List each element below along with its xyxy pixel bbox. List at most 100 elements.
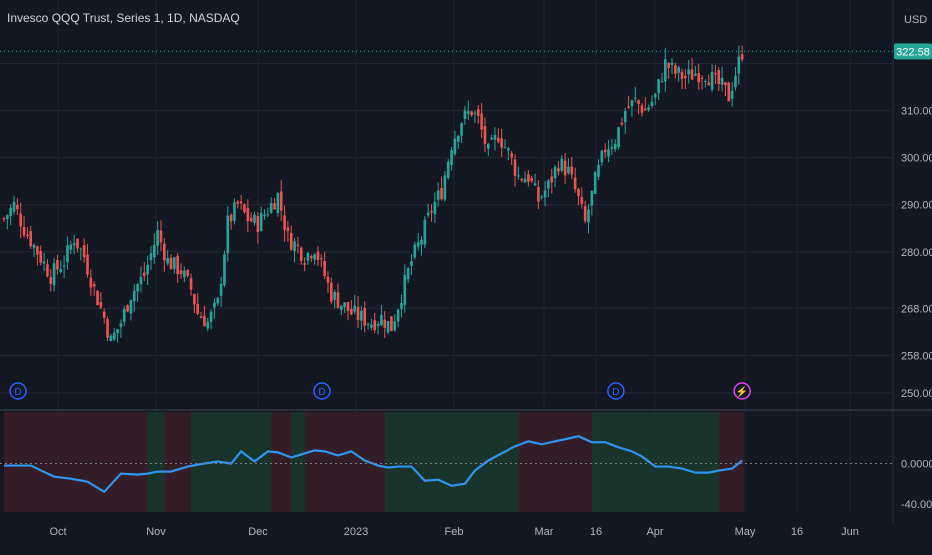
candle	[593, 170, 597, 195]
candle	[249, 212, 253, 223]
candle-body	[89, 277, 93, 288]
candle-body	[343, 302, 346, 308]
candle	[376, 321, 380, 335]
candle-body	[400, 303, 403, 310]
candle-body	[453, 138, 457, 154]
candle	[493, 127, 497, 151]
candle	[443, 171, 447, 202]
candle	[163, 238, 166, 272]
candle-body	[450, 150, 453, 165]
candle-body	[403, 274, 407, 305]
candle-body	[493, 135, 497, 140]
candle-body	[470, 111, 473, 116]
candle-body	[276, 193, 280, 214]
candle	[403, 264, 407, 313]
candle-body	[283, 215, 286, 230]
candle-body	[490, 137, 493, 140]
candle	[483, 117, 487, 153]
candle	[6, 214, 9, 230]
time-tick-label: 2023	[344, 526, 368, 538]
candle-body	[577, 189, 580, 197]
candle	[707, 74, 711, 86]
candle-body	[203, 315, 206, 327]
candle	[313, 253, 316, 265]
candle-body	[460, 123, 463, 136]
candle	[540, 194, 544, 200]
candle	[463, 105, 467, 125]
candle-body	[56, 260, 59, 270]
candle-body	[587, 209, 590, 223]
candle-body	[530, 178, 534, 182]
oscillator-tick-label: -40.00	[901, 499, 932, 511]
candle	[647, 104, 650, 112]
candle	[239, 195, 243, 210]
time-tick-label: Nov	[146, 526, 166, 538]
candle-body	[279, 191, 283, 211]
candle	[82, 238, 86, 263]
candle	[199, 311, 203, 319]
candle-body	[517, 175, 520, 177]
candle	[660, 73, 664, 83]
candle-body	[316, 251, 320, 261]
candle-body	[380, 315, 383, 326]
dividend-icon	[9, 382, 27, 400]
candle-body	[243, 204, 246, 213]
candle-body	[129, 300, 133, 314]
candle	[286, 220, 290, 242]
candle	[330, 277, 333, 305]
candle-body	[153, 244, 156, 258]
candle	[410, 254, 413, 275]
candle-body	[637, 100, 640, 104]
candle	[193, 293, 196, 314]
candle-body	[406, 268, 410, 280]
candles	[2, 45, 744, 343]
candle	[66, 236, 69, 270]
candle	[153, 233, 156, 264]
candle-body	[690, 69, 694, 80]
candle	[510, 150, 513, 165]
candle-body	[263, 214, 266, 217]
candle-body	[704, 81, 707, 83]
candle	[406, 266, 410, 284]
candle-body	[590, 190, 594, 206]
candle	[296, 236, 300, 254]
candle	[350, 300, 353, 316]
dividend-marker: D	[9, 382, 27, 400]
candle	[12, 195, 16, 215]
candle-body	[383, 319, 387, 328]
candle	[303, 257, 306, 272]
candle	[390, 316, 393, 332]
candle	[654, 92, 657, 105]
candle-body	[196, 303, 200, 314]
zone-bear	[518, 412, 594, 512]
candle-body	[520, 179, 523, 181]
candle	[79, 247, 83, 261]
candle	[263, 209, 266, 220]
candle	[323, 251, 326, 280]
candle	[664, 47, 667, 92]
candle-body	[340, 305, 343, 310]
candle	[16, 198, 19, 216]
candle	[430, 204, 433, 222]
candle-body	[694, 73, 697, 76]
candle	[299, 246, 303, 265]
candle-body	[59, 269, 63, 272]
candle-body	[219, 283, 223, 296]
candle	[737, 45, 741, 85]
candle-body	[730, 90, 734, 99]
candle-body	[86, 254, 89, 275]
dividend-marker: D	[607, 382, 625, 400]
candle-body	[740, 54, 744, 60]
candle	[724, 81, 727, 97]
candle	[674, 62, 677, 79]
candle	[89, 269, 93, 296]
candle	[553, 164, 557, 188]
candle-body	[664, 59, 667, 82]
candle	[259, 206, 263, 232]
candle-body	[680, 71, 684, 79]
candle	[46, 258, 49, 278]
candle-body	[410, 261, 413, 266]
oscillator-tick-label: 0.0000	[901, 459, 932, 471]
candle-body	[79, 248, 83, 250]
